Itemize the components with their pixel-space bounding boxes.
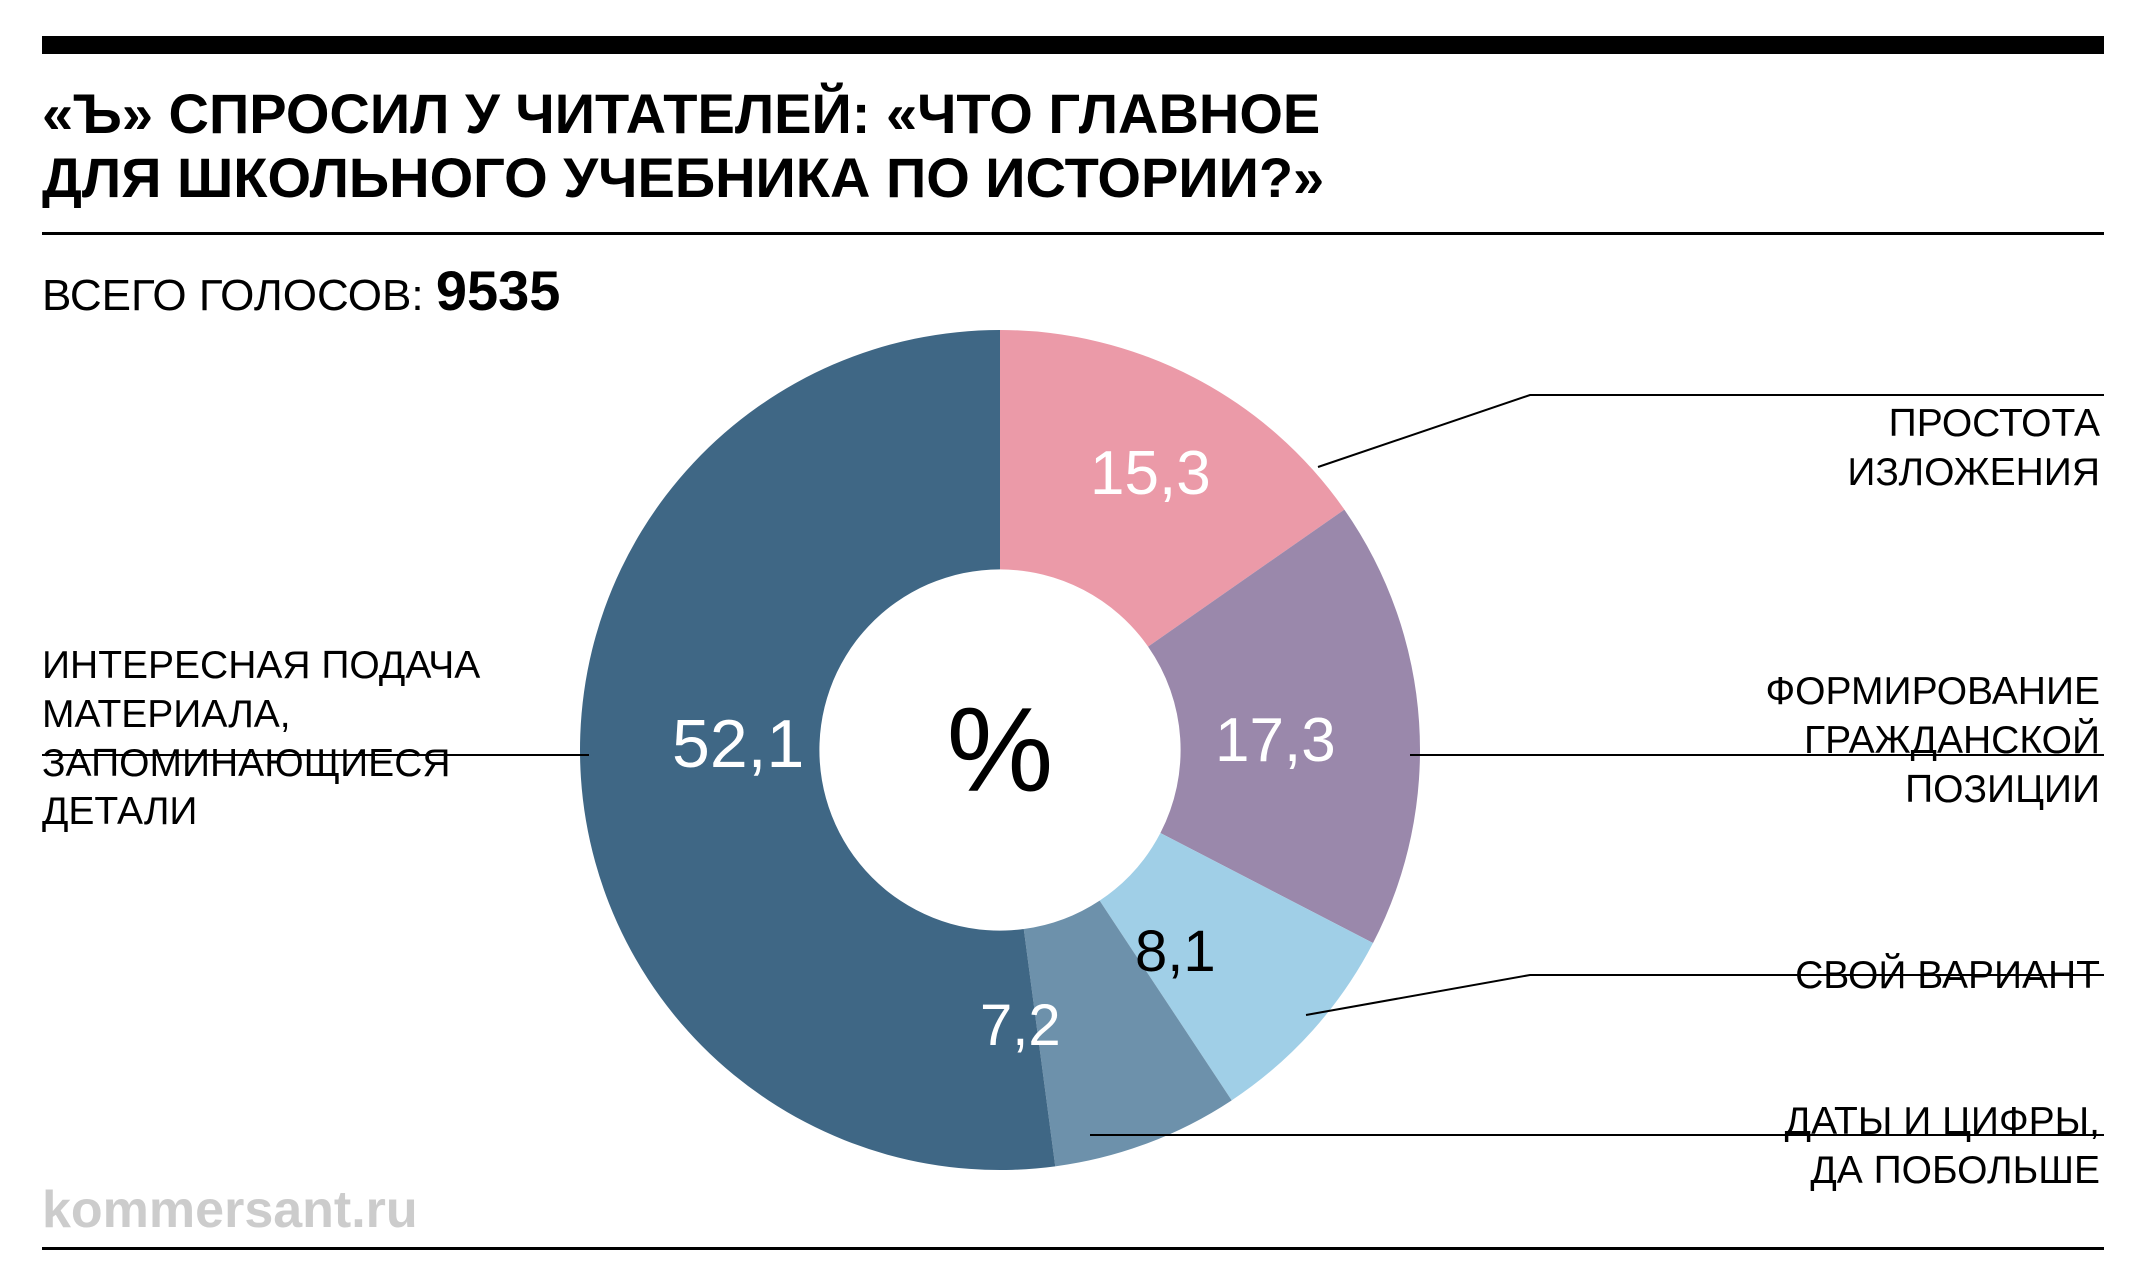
annotation-line: ФОРМИРОВАНИЕ: [1740, 668, 2100, 717]
slice-annotation: ФОРМИРОВАНИЕГРАЖДАНСКОЙПОЗИЦИИ: [1740, 668, 2100, 814]
annotation-line: ПРОСТОТА: [1770, 400, 2100, 449]
title-line-1: «Ъ» СПРОСИЛ У ЧИТАТЕЛЕЙ: «ЧТО ГЛАВНОЕ: [42, 82, 1324, 146]
slice-value-label: 15,3: [1090, 438, 1211, 509]
donut-chart: % 15,3 17,3 8,1 7,2 52,1 ПРОСТОТАИЗЛОЖЕНИЯ ФО…: [0, 280, 2146, 1220]
slice-value-label: 7,2: [980, 992, 1061, 1059]
annotation-line: ИНТЕРЕСНАЯ ПОДАЧА: [42, 642, 502, 691]
slice-annotation: ИНТЕРЕСНАЯ ПОДАЧАМАТЕРИАЛА,ЗАПОМИНАЮЩИЕС…: [42, 642, 502, 837]
annotation-line: ДЕТАЛИ: [42, 788, 502, 837]
slice-annotation: ПРОСТОТАИЗЛОЖЕНИЯ: [1770, 400, 2100, 498]
annotation-line: ПОЗИЦИИ: [1740, 766, 2100, 815]
annotation-line: СВОЙ ВАРИАНТ: [1740, 952, 2100, 1001]
title-underline-rule: [42, 232, 2104, 235]
annotation-line: МАТЕРИАЛА,: [42, 691, 502, 740]
chart-title: «Ъ» СПРОСИЛ У ЧИТАТЕЛЕЙ: «ЧТО ГЛАВНОЕ ДЛ…: [42, 82, 1324, 211]
top-thick-rule: [42, 36, 2104, 54]
annotation-line: ЗАПОМИНАЮЩИЕСЯ: [42, 740, 502, 789]
annotation-line: ГРАЖДАНСКОЙ: [1740, 717, 2100, 766]
annotation-line: ДА ПОБОЛЬШЕ: [1740, 1147, 2100, 1196]
annotation-line: ДАТЫ И ЦИФРЫ,: [1740, 1098, 2100, 1147]
slice-annotation: СВОЙ ВАРИАНТ: [1740, 952, 2100, 1001]
source-watermark: kommersant.ru: [42, 1180, 418, 1240]
slice-value-label: 52,1: [672, 705, 804, 783]
title-line-2: ДЛЯ ШКОЛЬНОГО УЧЕБНИКА ПО ИСТОРИИ?»: [42, 146, 1324, 210]
slice-annotation: ДАТЫ И ЦИФРЫ,ДА ПОБОЛЬШЕ: [1740, 1098, 2100, 1196]
annotation-line: ИЗЛОЖЕНИЯ: [1770, 449, 2100, 498]
slice-value-label: 17,3: [1215, 705, 1336, 776]
center-percent-symbol: %: [900, 675, 1100, 825]
slice-value-label: 8,1: [1135, 918, 1216, 985]
bottom-rule: [42, 1247, 2104, 1250]
